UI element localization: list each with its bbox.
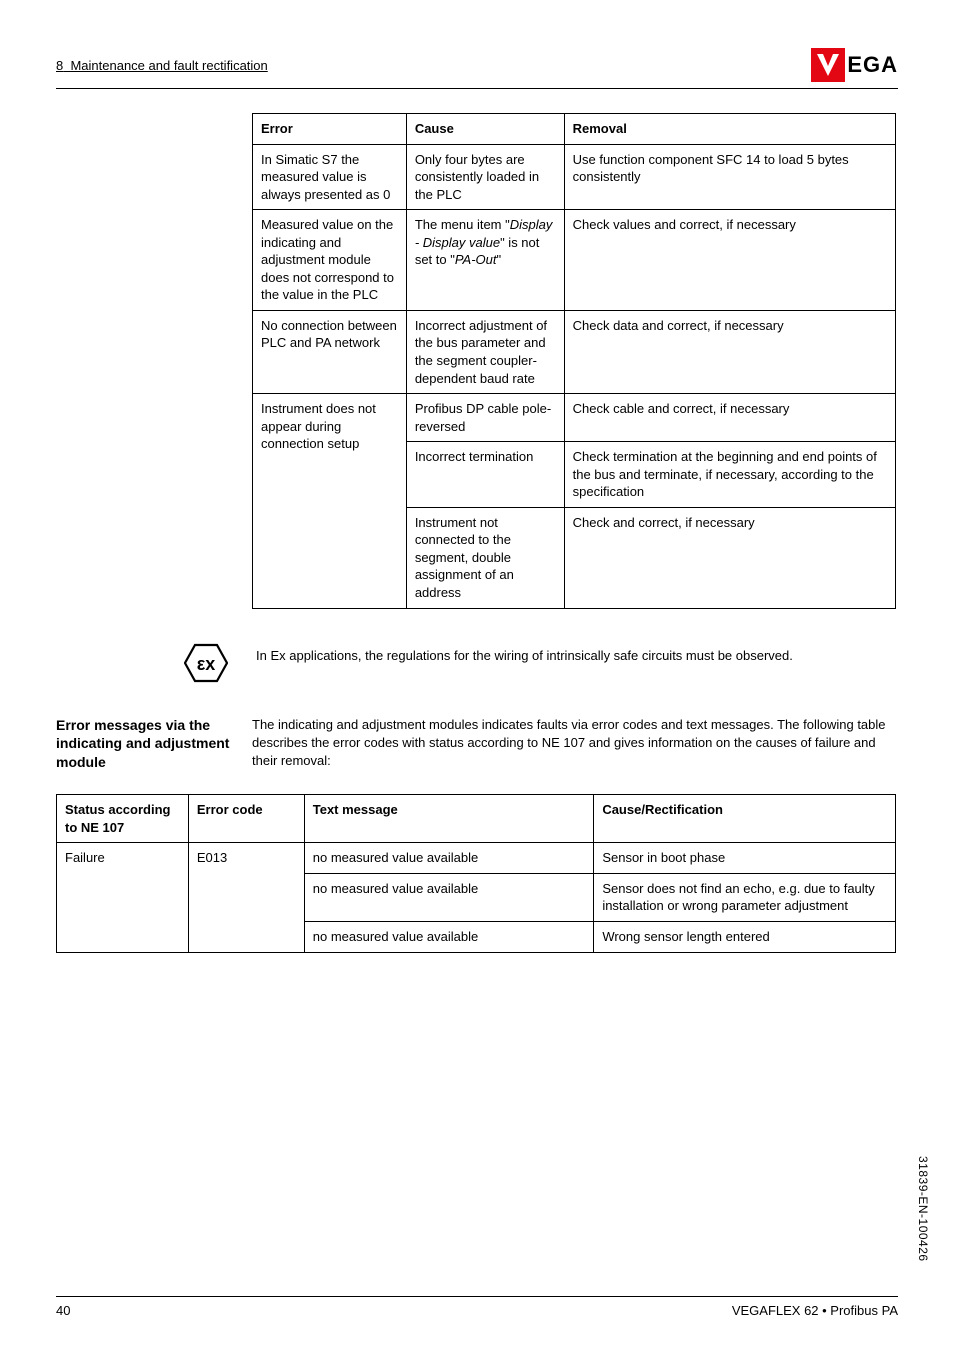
ex-note-row: εx In Ex applications, the regulations f… — [184, 643, 898, 686]
table-row: No connection between PLC and PA network… — [253, 310, 896, 393]
cell-msg: no measured value available — [304, 843, 594, 874]
cell-error: Measured value on the indicating and adj… — [253, 210, 407, 311]
th-msg: Text message — [304, 795, 594, 843]
document-code: 31839-EN-100426 — [916, 1156, 930, 1262]
header-section: 8 Maintenance and fault rectification — [56, 58, 268, 73]
logo-text: EGA — [847, 52, 898, 78]
cell-removal: Check values and correct, if necessary — [564, 210, 895, 311]
cell-cause: Instrument not connected to the segment,… — [406, 507, 564, 608]
table-header-row: Status according to NE 107 Error code Te… — [57, 795, 896, 843]
th-cause: Cause — [406, 114, 564, 145]
cell-error: No connection between PLC and PA network — [253, 310, 407, 393]
table-row: Measured value on the indicating and adj… — [253, 210, 896, 311]
table-header-row: Error Cause Removal — [253, 114, 896, 145]
cell-rect: Wrong sensor length entered — [594, 921, 896, 952]
logo-v-icon — [811, 48, 845, 82]
cell-cause: The menu item "Display - Display value" … — [406, 210, 564, 311]
cell-cause: Incorrect termination — [406, 442, 564, 508]
cell-code: E013 — [188, 843, 304, 952]
header-section-title: Maintenance and fault rectification — [70, 58, 267, 73]
th-status: Status according to NE 107 — [57, 795, 189, 843]
section-label: Error messages via the indicating and ad… — [56, 716, 232, 773]
page-header: 8 Maintenance and fault rectification EG… — [56, 48, 898, 89]
ex-note-text: In Ex applications, the regulations for … — [256, 643, 793, 665]
cell-cause: Profibus DP cable pole-reversed — [406, 394, 564, 442]
cell-msg: no measured value available — [304, 921, 594, 952]
cell-status: Failure — [57, 843, 189, 952]
cell-removal: Check cable and correct, if necessary — [564, 394, 895, 442]
ex-hexagon-icon: εx — [184, 643, 228, 686]
cell-removal: Check data and correct, if necessary — [564, 310, 895, 393]
cell-removal: Check termination at the beginning and e… — [564, 442, 895, 508]
page-footer: 40 VEGAFLEX 62 • Profibus PA — [56, 1296, 898, 1318]
footer-product: VEGAFLEX 62 • Profibus PA — [732, 1303, 898, 1318]
cell-error: In Simatic S7 the measured value is alwa… — [253, 144, 407, 210]
th-removal: Removal — [564, 114, 895, 145]
cell-rect: Sensor in boot phase — [594, 843, 896, 874]
status-table: Status according to NE 107 Error code Te… — [56, 794, 896, 952]
svg-text:εx: εx — [197, 654, 216, 674]
cell-rect: Sensor does not find an echo, e.g. due t… — [594, 873, 896, 921]
table-row: Instrument does not appear during connec… — [253, 394, 896, 442]
th-rect: Cause/Rectification — [594, 795, 896, 843]
header-section-num: 8 — [56, 58, 63, 73]
cell-error: Instrument does not appear during connec… — [253, 394, 407, 608]
cell-cause: Incorrect adjustment of the bus paramete… — [406, 310, 564, 393]
error-messages-section: Error messages via the indicating and ad… — [56, 716, 898, 773]
table-row: In Simatic S7 the measured value is alwa… — [253, 144, 896, 210]
th-error: Error — [253, 114, 407, 145]
th-code: Error code — [188, 795, 304, 843]
page-number: 40 — [56, 1303, 70, 1318]
table-row: Failure E013 no measured value available… — [57, 843, 896, 874]
cell-removal: Use function component SFC 14 to load 5 … — [564, 144, 895, 210]
cell-msg: no measured value available — [304, 873, 594, 921]
error-cause-table-wrap: Error Cause Removal In Simatic S7 the me… — [252, 113, 898, 609]
cell-cause: Only four bytes are consistently loaded … — [406, 144, 564, 210]
section-text: The indicating and adjustment modules in… — [252, 716, 898, 773]
error-cause-table: Error Cause Removal In Simatic S7 the me… — [252, 113, 896, 609]
cell-removal: Check and correct, if necessary — [564, 507, 895, 608]
vega-logo: EGA — [811, 48, 898, 82]
